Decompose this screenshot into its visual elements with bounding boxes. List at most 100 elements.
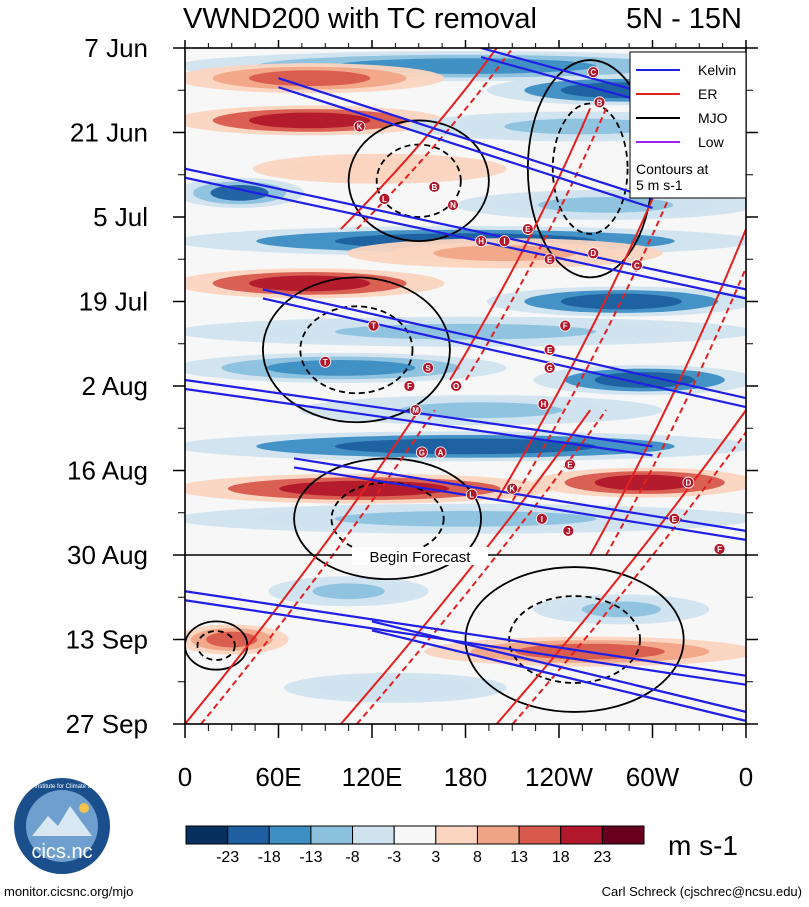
tc-letter: K — [509, 485, 515, 494]
tc-letter: G — [419, 448, 425, 457]
y-tick-label: 7 Jun — [84, 33, 148, 63]
logo-mountain-icon — [32, 806, 92, 836]
colorbar-swatch — [476, 825, 520, 845]
colorbar: -23 -18 -13 -8 -3 3 8 13 18 23 — [185, 825, 645, 866]
tc-marker — [450, 380, 463, 392]
tc-letter: L — [382, 195, 387, 204]
tc-marker — [593, 96, 606, 109]
tc-letter: F — [563, 322, 568, 331]
tc-marker — [668, 512, 681, 525]
colorbar-label: 3 — [431, 849, 440, 866]
tc-letter: H — [478, 237, 484, 246]
anomaly-band — [249, 275, 371, 292]
anomaly-band — [312, 583, 385, 600]
kelvin-contour — [293, 466, 746, 541]
kelvin-contour — [185, 387, 653, 457]
tc-marker — [537, 398, 550, 411]
cicsnc-logo: Cooperative Institute for Climate and Sa… — [0, 778, 124, 874]
colorbar-label: -23 — [216, 849, 239, 866]
tc-marker — [434, 446, 447, 459]
er-contours — [185, 48, 746, 724]
er-contour — [465, 107, 608, 381]
colorbar-swatch — [352, 825, 395, 845]
colorbar-label: 13 — [510, 849, 528, 866]
er-contour — [200, 409, 436, 724]
tc-marker — [367, 319, 380, 332]
tc-marker — [521, 223, 534, 235]
colorbar-swatch — [268, 825, 312, 845]
tc-marker — [498, 235, 511, 248]
tc-marker — [562, 524, 575, 537]
mjo-contour — [196, 630, 236, 661]
anomaly-band — [560, 293, 682, 310]
tc-marker — [682, 476, 695, 489]
tc-letter: G — [547, 364, 553, 373]
kelvin-contour — [262, 297, 746, 409]
kelvin-contour — [185, 176, 746, 300]
colorbar-label: 18 — [552, 849, 570, 866]
colorbar-unit: m s-1 — [668, 830, 738, 861]
anomaly-band — [581, 601, 661, 618]
anomaly-band — [249, 112, 371, 129]
x-axis: 0 60E 120E 180 120W 60W 0 — [178, 40, 753, 792]
anomaly-band — [538, 197, 674, 213]
tc-letter: N — [450, 201, 456, 210]
kelvin-contour — [185, 599, 746, 686]
colorbar-swatch — [518, 825, 562, 845]
y-tick-label: 2 Aug — [81, 371, 148, 401]
er-contour — [340, 409, 591, 724]
er-contour — [589, 228, 746, 556]
kelvin-contour — [278, 86, 653, 209]
tc-marker — [543, 253, 556, 266]
kelvin-contour — [262, 288, 746, 400]
anomaly-band — [345, 679, 446, 696]
anomaly-band — [334, 323, 597, 340]
tc-letter: T — [371, 322, 376, 331]
tc-letter: B — [431, 183, 437, 192]
tc-marker — [506, 482, 519, 495]
anomaly-band — [594, 372, 695, 388]
colorbar-label: -18 — [258, 849, 281, 866]
er-contour — [495, 198, 654, 502]
mjo-contour — [299, 305, 414, 395]
legend-box — [629, 51, 747, 199]
er-contour — [511, 198, 670, 502]
tc-marker — [587, 247, 600, 260]
anomaly-band — [210, 185, 269, 201]
y-tick-label: 27 Sep — [66, 709, 148, 739]
tc-letter: L — [469, 491, 474, 500]
tc-letter: E — [567, 460, 573, 469]
logo-sun-icon — [79, 803, 89, 813]
y-axis: 7 Jun 21 Jun 5 Jul 19 Jul 2 Aug 16 Aug 30 Aug 1… — [66, 33, 758, 739]
tc-letter: K — [357, 122, 363, 131]
er-contour — [511, 430, 746, 724]
colorbar-swatch — [601, 825, 645, 845]
kelvin-contour — [185, 590, 746, 677]
tc-marker — [587, 66, 600, 79]
logo-ring-text: Cooperative Institute for Climate and Sa… — [0, 784, 123, 790]
tc-letter: F — [717, 545, 722, 554]
mjo-contour — [293, 457, 482, 581]
mjo-contour — [551, 102, 629, 235]
colorbar-swatch — [393, 825, 437, 845]
tc-marker — [475, 235, 487, 248]
tc-letter: E — [672, 515, 678, 524]
anomaly-band — [249, 70, 371, 87]
tc-letter: E — [525, 225, 531, 234]
footer-url: monitor.cicsnc.org/mjo — [4, 884, 133, 899]
tc-letter: E — [547, 255, 553, 264]
tc-marker — [543, 343, 556, 356]
tc-marker — [428, 180, 441, 193]
er-contour — [605, 265, 746, 556]
colorbar-swatch — [310, 825, 354, 845]
tc-letter: F — [407, 382, 412, 391]
tc-marker — [422, 361, 435, 374]
colorbar-label: -13 — [299, 849, 322, 866]
tc-marker — [415, 446, 428, 459]
tc-letter: C — [634, 261, 640, 270]
tc-marker — [403, 380, 416, 392]
legend-label: ER — [698, 86, 717, 102]
logo-text: cics.nc — [31, 841, 92, 863]
tc-marker — [447, 199, 459, 211]
mjo-contour — [347, 119, 490, 243]
